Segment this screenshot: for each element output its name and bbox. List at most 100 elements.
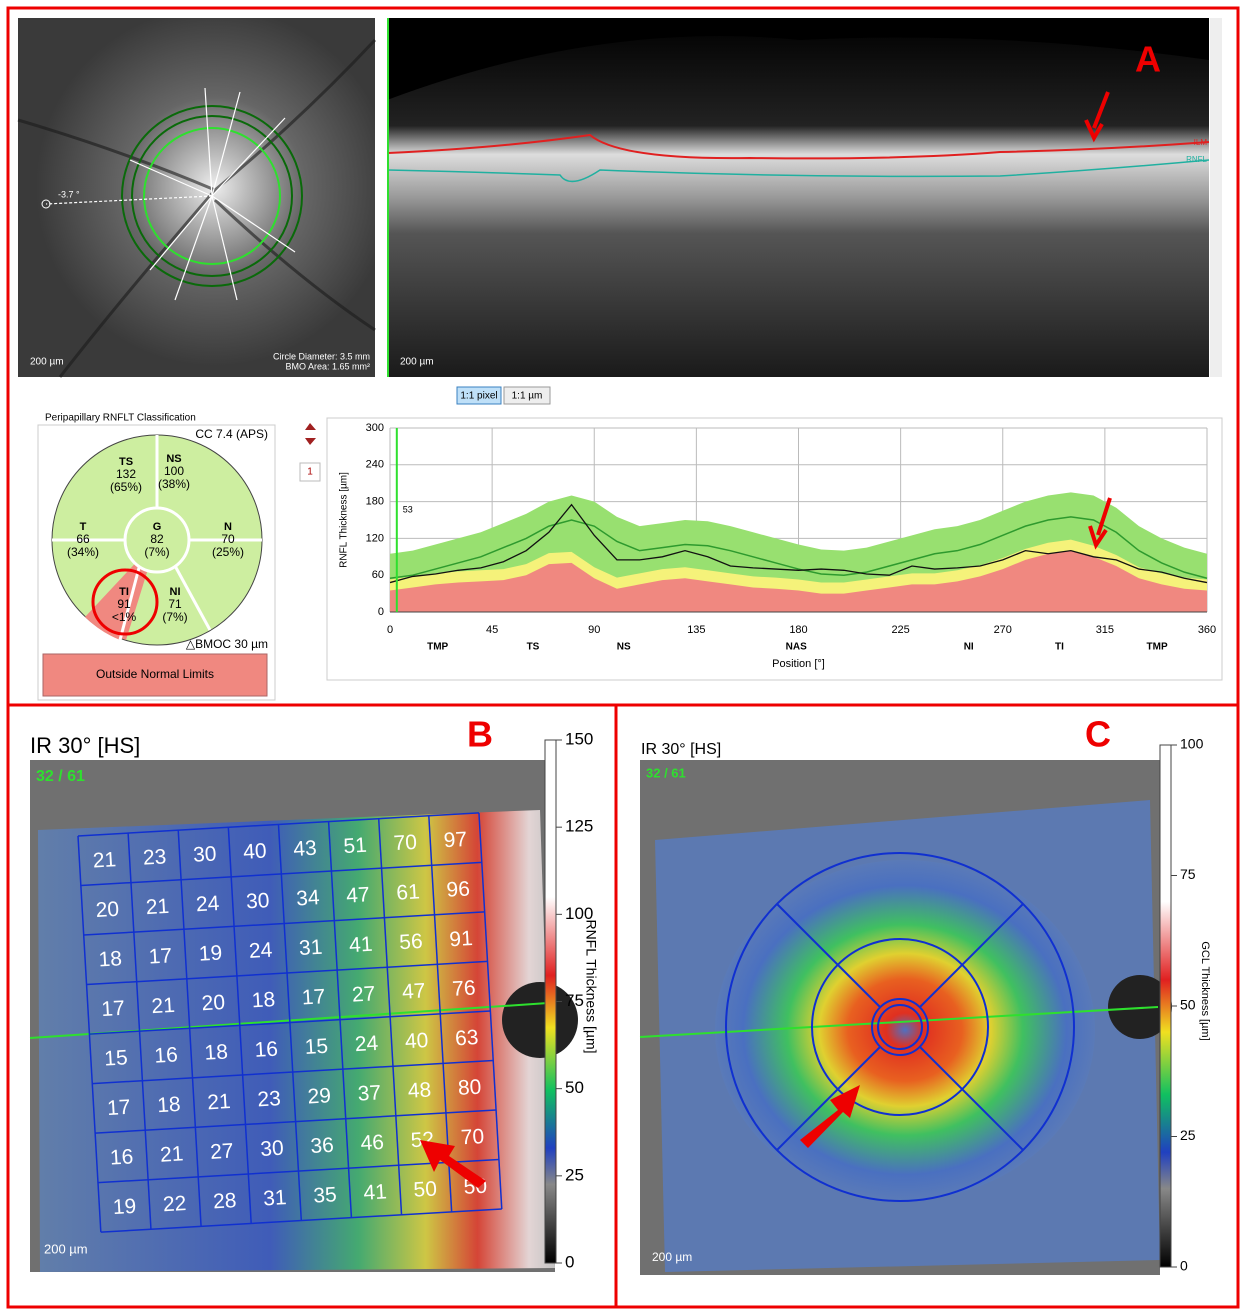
grid-value: 18 — [204, 1040, 229, 1064]
sector-name: NI — [170, 586, 181, 598]
x-tick-label: 180 — [789, 624, 807, 636]
grid-value: 70 — [460, 1125, 485, 1149]
sector-value: 91 — [117, 597, 131, 611]
x-tick-label: 315 — [1096, 624, 1114, 636]
grid-value: 34 — [296, 886, 321, 910]
panel-label: A — [1135, 39, 1161, 80]
cc-label: CC 7.4 (APS) — [195, 427, 268, 441]
sector-value: 82 — [150, 532, 164, 546]
grid-value: 43 — [293, 837, 318, 861]
grid-value: 80 — [457, 1076, 482, 1100]
colorbar-label: GCL Thickness [µm] — [1199, 941, 1211, 1040]
grid-value: 24 — [354, 1032, 379, 1056]
grid-value: 19 — [112, 1195, 137, 1219]
grid-value: 21 — [151, 994, 176, 1018]
sector-label: TMP — [427, 642, 448, 653]
rnfl-label: RNFL — [1186, 155, 1207, 164]
grid-value: 16 — [109, 1145, 134, 1169]
grid-value: 27 — [351, 982, 376, 1006]
y-tick-label: 180 — [366, 496, 384, 508]
grid-value: 36 — [310, 1134, 335, 1158]
cursor-label: 53 — [403, 504, 413, 514]
grid-value: 23 — [257, 1087, 282, 1111]
sector-value: 70 — [221, 532, 235, 546]
grid-value: 30 — [192, 842, 217, 866]
scan-index: 32 / 61 — [36, 768, 85, 785]
y-tick-label: 300 — [366, 422, 384, 434]
grid-value: 40 — [404, 1029, 429, 1053]
circle-diameter: Circle Diameter: 3.5 mm — [273, 351, 370, 361]
angle-label: -3.7 ° — [58, 189, 80, 199]
grid-value: 18 — [98, 947, 123, 971]
grid-value: 15 — [304, 1035, 329, 1059]
grid-value: 20 — [201, 991, 226, 1015]
panel-label: B — [467, 714, 493, 755]
grid-value: 56 — [399, 930, 424, 954]
sector-pct: (7%) — [162, 610, 187, 624]
grid-value: 31 — [298, 936, 323, 960]
sector-label: NAS — [786, 642, 807, 653]
grid-value: 19 — [198, 941, 223, 965]
sector-pct: (34%) — [67, 545, 99, 559]
grid-value: 18 — [251, 988, 276, 1012]
sector-name: T — [80, 521, 87, 533]
grid-value: 16 — [254, 1038, 279, 1062]
grid-value: 47 — [401, 979, 426, 1003]
y-axis-label: RNFL Thickness [µm] — [339, 472, 350, 568]
grid-value: 41 — [349, 933, 374, 957]
grid-value: 21 — [159, 1142, 184, 1166]
grid-value: 17 — [148, 944, 173, 968]
grid-value: 24 — [248, 939, 273, 963]
grid-value: 50 — [413, 1177, 438, 1201]
page-index[interactable]: 1 — [307, 467, 313, 478]
colorbar-tick: 50 — [565, 1078, 584, 1097]
sector-value: 66 — [76, 532, 90, 546]
colorbar-label: RNFL Thickness [µm] — [583, 919, 599, 1053]
y-tick-label: 60 — [372, 569, 384, 581]
sector-name: TS — [119, 456, 133, 468]
colorbar-tick: 25 — [1180, 1127, 1196, 1143]
sector-label: TS — [527, 642, 540, 653]
sector-name: TI — [119, 586, 129, 598]
bscan-image — [387, 18, 1209, 377]
grid-value: 40 — [243, 840, 268, 864]
x-tick-label: 0 — [387, 624, 393, 636]
grid-value: 17 — [101, 997, 126, 1021]
sector-label: NS — [617, 642, 631, 653]
x-tick-label: 360 — [1198, 624, 1216, 636]
grid-value: 18 — [157, 1093, 182, 1117]
colorbar-tick: 75 — [1180, 866, 1196, 882]
bmo-area: BMO Area: 1.65 mm² — [285, 361, 370, 371]
colorbar-tick: 25 — [565, 1165, 584, 1184]
result-label: Outside Normal Limits — [96, 667, 214, 681]
figure: -3.7 ° 200 µm Circle Diameter: 3.5 mm BM… — [0, 0, 1245, 1309]
colorbar-tick: 100 — [1180, 736, 1204, 752]
scale-label: 200 µm — [652, 1250, 692, 1264]
grid-value: 30 — [260, 1137, 285, 1161]
grid-value: 22 — [162, 1192, 187, 1216]
scan-index: 32 / 61 — [646, 765, 686, 780]
image-title: IR 30° [HS] — [641, 741, 721, 758]
class-title: Peripapillary RNFLT Classification — [45, 413, 196, 424]
grid-value: 16 — [154, 1043, 179, 1067]
colorbar-tick: 75 — [565, 991, 584, 1010]
grid-value: 28 — [212, 1189, 237, 1213]
grid-value: 51 — [343, 834, 368, 858]
sector-label: TI — [1055, 642, 1064, 653]
sector-name: NS — [166, 453, 181, 465]
ilm-label: ILM — [1194, 138, 1208, 147]
sector-pct: (7%) — [144, 545, 169, 559]
sector-label: NI — [964, 642, 974, 653]
y-tick-label: 240 — [366, 459, 384, 471]
grid-value: 35 — [313, 1183, 338, 1207]
grid-value: 27 — [210, 1140, 235, 1164]
x-tick-label: 135 — [687, 624, 705, 636]
button-label[interactable]: 1:1 µm — [512, 391, 543, 402]
grid-value: 23 — [142, 845, 167, 869]
sector-pct: (65%) — [110, 480, 142, 494]
button-label[interactable]: 1:1 pixel — [460, 391, 497, 402]
sector-pct: (38%) — [158, 477, 190, 491]
grid-value: 21 — [207, 1090, 232, 1114]
colorbar-tick: 125 — [565, 817, 593, 836]
sector-name: N — [224, 521, 232, 533]
